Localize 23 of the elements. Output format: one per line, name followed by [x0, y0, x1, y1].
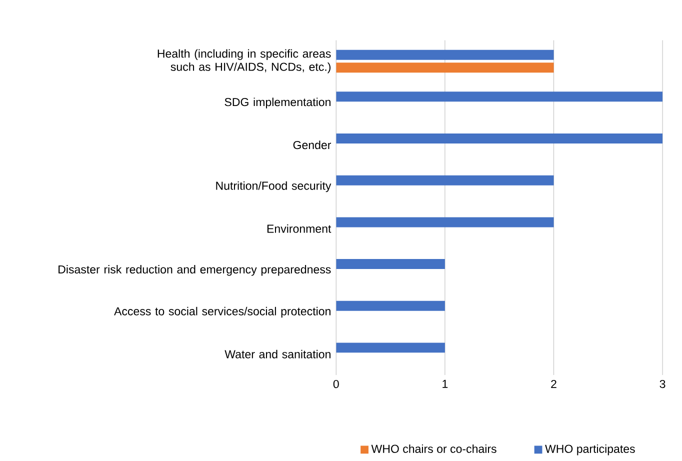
y-tick-label: Environment — [267, 224, 332, 233]
y-tick-label: SDG implementation — [224, 98, 330, 108]
bar — [336, 62, 554, 73]
bar — [336, 258, 445, 269]
y-tick-label: Gender — [293, 140, 332, 150]
bar — [336, 300, 445, 311]
y-tick-label: Health (including in specific areas such as HIV/AIDS, NCDs, etc.) — [158, 49, 331, 74]
x-tick-label: 0 — [333, 380, 339, 388]
x-tick-label: 1 — [442, 380, 448, 388]
bar — [336, 50, 554, 60]
bar — [336, 92, 663, 102]
bar — [336, 342, 445, 353]
bar — [336, 133, 663, 144]
bar — [336, 217, 554, 228]
y-tick-label: Access to social services/social protection — [114, 306, 330, 318]
legend-label: WHO participates — [545, 444, 635, 456]
y-tick-label: Water and sanitation — [224, 350, 330, 358]
y-tick-label: Nutrition/Food security — [216, 181, 332, 192]
bar — [336, 175, 554, 186]
legend-label: WHO chairs or co-chairs — [371, 444, 496, 453]
x-tick-label: 3 — [660, 380, 666, 388]
x-tick-label: 2 — [551, 380, 556, 388]
y-tick-label: Disaster risk reduction and emergency preparedness — [58, 265, 331, 276]
